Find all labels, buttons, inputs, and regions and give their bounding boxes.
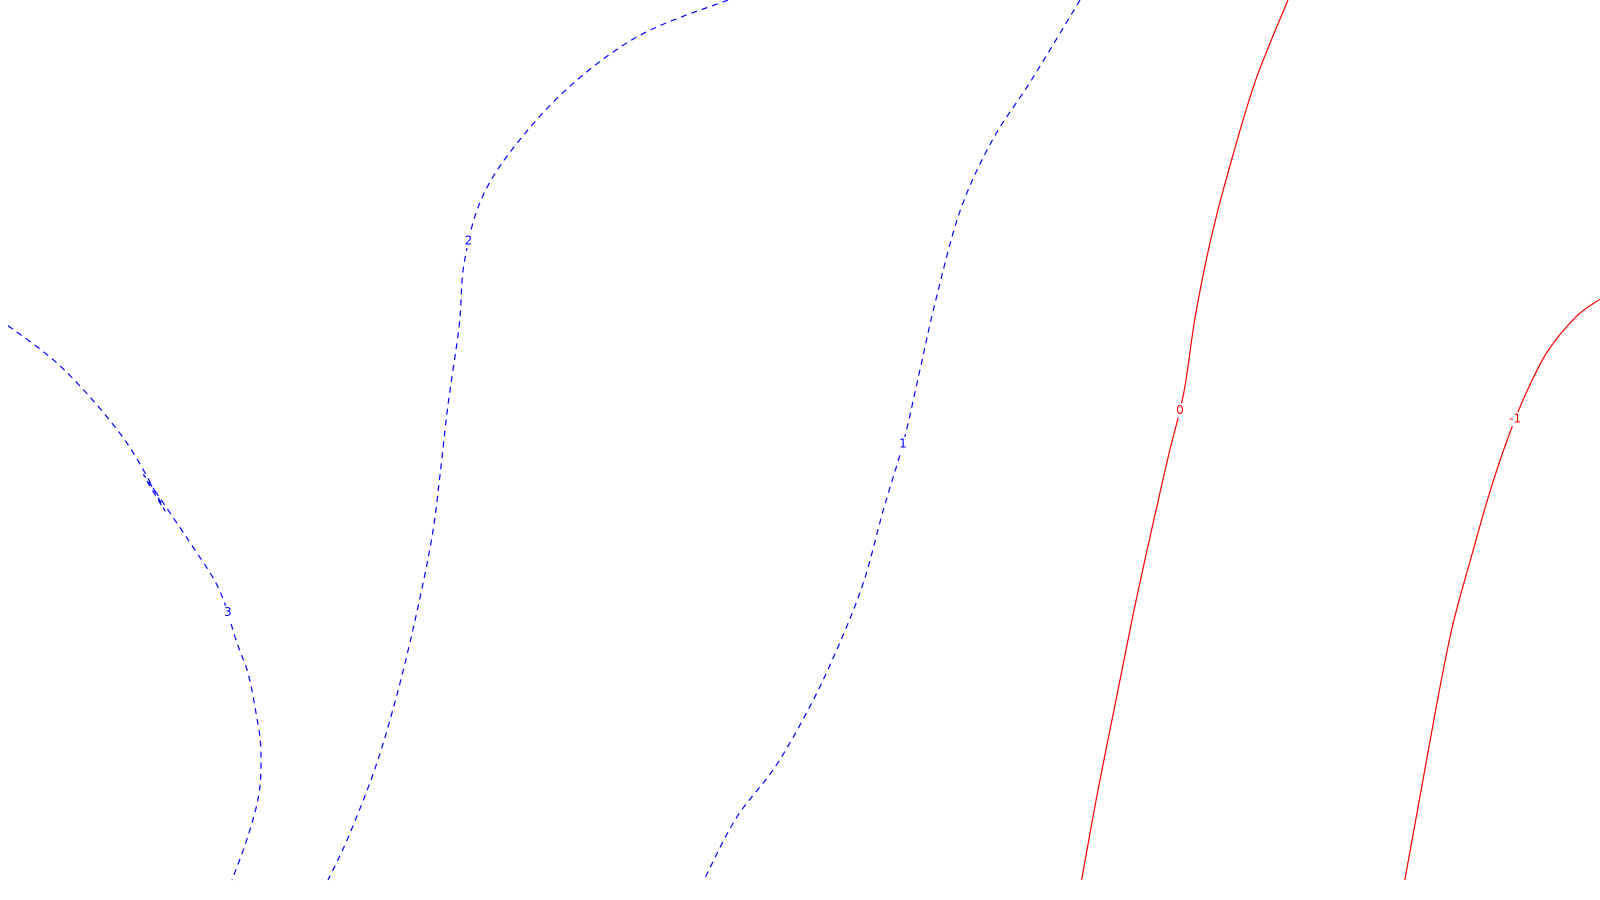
contour-label-background	[1507, 412, 1524, 427]
contour-line-level-0	[1081, 0, 1289, 881]
contour-labels: 3 2 1 0 -1	[219, 234, 1524, 620]
contour-label-background	[895, 436, 911, 451]
contour-label-background	[1172, 403, 1188, 418]
contour-label-background	[219, 605, 236, 620]
contour-label-level-3: 3	[224, 605, 232, 619]
contour-label-level-0: 0	[1176, 403, 1184, 417]
contour-line-level-neg1	[1404, 298, 1600, 881]
contour-label-level-2: 2	[465, 234, 473, 248]
contour-line-level-2	[327, 0, 729, 881]
contour-label-level-neg1: -1	[1509, 412, 1521, 426]
contour-line-level-1	[703, 0, 1081, 881]
contour-lines	[7, 0, 1600, 881]
contour-label-level-1: 1	[899, 436, 907, 450]
contour-line-level-3	[7, 325, 262, 881]
contour-label-background	[460, 234, 477, 249]
